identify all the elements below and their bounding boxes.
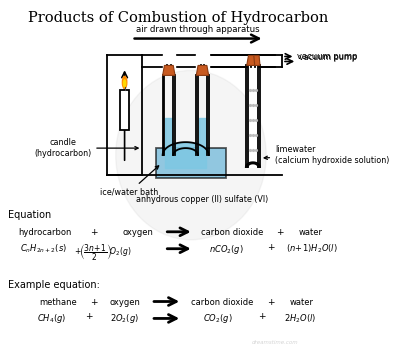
Text: +: + bbox=[267, 297, 274, 306]
Text: ice/water bath: ice/water bath bbox=[100, 166, 159, 197]
Polygon shape bbox=[254, 55, 260, 65]
Text: +: + bbox=[267, 243, 274, 252]
Text: $+\!\left(\dfrac{3n\!+\!1}{2}\right)\!O_2(g)$: $+\!\left(\dfrac{3n\!+\!1}{2}\right)\!O_… bbox=[74, 243, 131, 263]
Text: water: water bbox=[290, 297, 314, 306]
Polygon shape bbox=[163, 65, 175, 75]
Text: carbon dioxide: carbon dioxide bbox=[201, 228, 264, 237]
Text: +: + bbox=[276, 228, 283, 237]
Text: oxygen: oxygen bbox=[109, 297, 140, 306]
Text: vacuum pump: vacuum pump bbox=[297, 52, 358, 61]
Text: $2O_2(g)$: $2O_2(g)$ bbox=[110, 312, 139, 326]
FancyBboxPatch shape bbox=[156, 148, 226, 178]
Text: $(n\!+\!1)H_2O(l)$: $(n\!+\!1)H_2O(l)$ bbox=[286, 243, 338, 255]
Text: +: + bbox=[90, 228, 97, 237]
Text: hydrocarbon: hydrocarbon bbox=[18, 228, 72, 237]
Text: +: + bbox=[90, 297, 97, 306]
Text: carbon dioxide: carbon dioxide bbox=[191, 297, 253, 306]
Text: $nCO_2(g)$: $nCO_2(g)$ bbox=[209, 243, 244, 256]
Text: $CH_4(g)$: $CH_4(g)$ bbox=[37, 312, 67, 326]
Text: air drawn through apparatus: air drawn through apparatus bbox=[136, 24, 260, 34]
Polygon shape bbox=[164, 143, 207, 155]
Text: $2H_2O(l)$: $2H_2O(l)$ bbox=[284, 312, 316, 325]
FancyBboxPatch shape bbox=[120, 90, 129, 130]
Ellipse shape bbox=[122, 76, 127, 88]
Text: anhydrous copper (II) sulfate (VI): anhydrous copper (II) sulfate (VI) bbox=[136, 195, 268, 204]
Text: oxygen: oxygen bbox=[122, 228, 153, 237]
Text: $C_nH_{2n+2}(s)$: $C_nH_{2n+2}(s)$ bbox=[20, 243, 67, 255]
Text: +: + bbox=[86, 312, 93, 322]
Polygon shape bbox=[247, 55, 259, 65]
Text: methane: methane bbox=[39, 297, 77, 306]
Circle shape bbox=[116, 70, 266, 240]
Text: vacuum pump: vacuum pump bbox=[299, 53, 357, 62]
Text: Example equation:: Example equation: bbox=[8, 280, 100, 290]
Text: water: water bbox=[298, 228, 322, 237]
Text: candle
(hydrocarbon): candle (hydrocarbon) bbox=[34, 138, 138, 158]
Text: limewater
(calcium hydroxide solution): limewater (calcium hydroxide solution) bbox=[264, 146, 390, 165]
Text: +: + bbox=[258, 312, 266, 322]
Text: dreamstime.com: dreamstime.com bbox=[252, 340, 298, 345]
Polygon shape bbox=[196, 65, 209, 75]
Text: $CO_2(g)$: $CO_2(g)$ bbox=[203, 312, 232, 326]
Ellipse shape bbox=[124, 80, 126, 87]
Text: Equation: Equation bbox=[8, 210, 51, 220]
Text: Products of Combustion of Hydrocarbon: Products of Combustion of Hydrocarbon bbox=[28, 11, 328, 24]
